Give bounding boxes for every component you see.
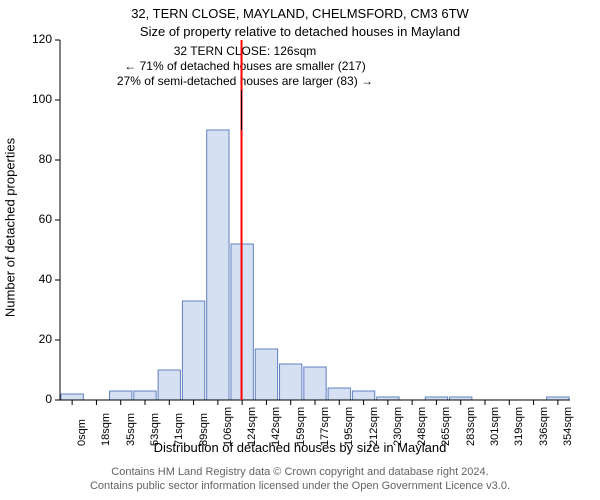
x-tick-label: 71sqm	[173, 413, 185, 446]
histogram-bar	[134, 391, 156, 400]
histogram-bar	[182, 301, 204, 400]
x-tick-label: 89sqm	[198, 413, 210, 446]
x-tick-label: 35sqm	[125, 413, 137, 446]
x-tick-label: 212sqm	[368, 407, 380, 446]
y-tick-label: 100	[22, 92, 52, 106]
histogram-bar	[158, 370, 180, 400]
x-tick-label: 354sqm	[562, 407, 574, 446]
x-tick-label: 265sqm	[440, 407, 452, 446]
x-tick-label: 336sqm	[538, 407, 550, 446]
x-tick-label: 159sqm	[295, 407, 307, 446]
x-tick-label: 283sqm	[465, 407, 477, 446]
histogram-bar	[280, 364, 302, 400]
y-tick-label: 20	[22, 332, 52, 346]
x-tick-label: 0sqm	[76, 419, 88, 446]
histogram-bar	[304, 367, 326, 400]
histogram-bar	[255, 349, 277, 400]
histogram-bar	[110, 391, 132, 400]
x-tick-label: 230sqm	[392, 407, 404, 446]
histogram-bar	[61, 394, 83, 400]
histogram-bar	[352, 391, 374, 400]
x-tick-label: 195sqm	[343, 407, 355, 446]
x-tick-label: 124sqm	[246, 407, 258, 446]
y-tick-label: 0	[22, 392, 52, 406]
histogram-bar	[207, 130, 229, 400]
x-tick-label: 319sqm	[513, 407, 525, 446]
y-tick-label: 60	[22, 212, 52, 226]
x-tick-label: 248sqm	[416, 407, 428, 446]
x-tick-label: 53sqm	[149, 413, 161, 446]
histogram-bar	[328, 388, 350, 400]
x-tick-label: 301sqm	[489, 407, 501, 446]
y-tick-label: 120	[22, 32, 52, 46]
y-tick-label: 80	[22, 152, 52, 166]
y-tick-label: 40	[22, 272, 52, 286]
x-tick-label: 142sqm	[270, 407, 282, 446]
x-tick-label: 18sqm	[100, 413, 112, 446]
x-tick-label: 177sqm	[319, 407, 331, 446]
x-tick-label: 106sqm	[222, 407, 234, 446]
